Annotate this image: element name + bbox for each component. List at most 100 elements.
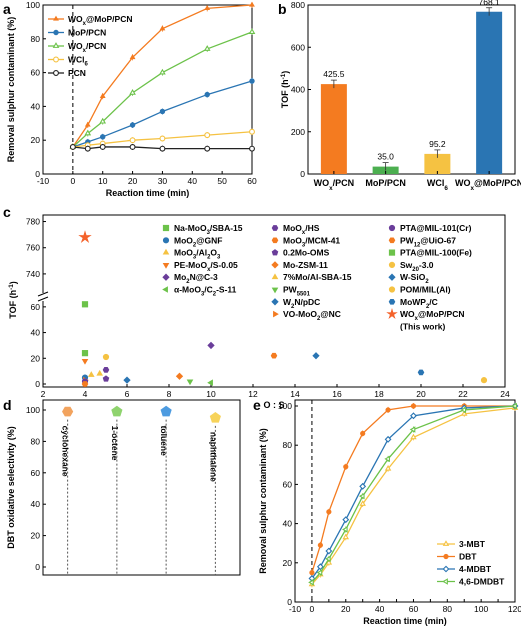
legend-marker	[388, 249, 396, 256]
x-tick-label: 0	[70, 176, 75, 186]
y-tick-label: 20	[283, 558, 293, 568]
bar-value-label: 425.5	[323, 69, 345, 79]
series-wox-mop-pcn	[69, 1, 255, 150]
data-point	[99, 117, 107, 124]
data-point	[204, 145, 211, 152]
legend-label-moo3-mcm-41: MoO3/MCM-41	[283, 235, 340, 248]
panel-e-frame	[294, 399, 516, 603]
data-point	[69, 144, 76, 150]
data-point	[159, 25, 166, 31]
y-tick-label: 0	[35, 379, 40, 389]
series-pcn	[69, 143, 255, 152]
legend-marker	[53, 56, 59, 63]
data-point	[342, 533, 350, 540]
point-0-2mo-oms	[102, 375, 110, 382]
data-point	[384, 464, 392, 471]
y-tick-label: 100	[26, 0, 40, 10]
point-mo2n-c-3	[207, 341, 215, 350]
marker-1-octene	[111, 405, 123, 417]
data-point	[316, 569, 323, 576]
legend-marker	[162, 286, 168, 293]
legend-label-dbt: DBT	[459, 552, 477, 562]
y-tick-label: 600	[291, 42, 305, 52]
y-tick-label: 200	[291, 127, 305, 137]
panel-label-c: c	[3, 204, 11, 220]
data-point	[129, 54, 136, 60]
data-point	[249, 145, 255, 152]
bar-value-label: 95.2	[429, 139, 446, 149]
point-moox-hs	[102, 367, 110, 373]
series-4-6-dmdbt	[308, 402, 517, 586]
y-tick-label: 740	[26, 269, 40, 279]
legend-label-pw5501: PW5501	[283, 285, 311, 298]
data-point	[129, 144, 136, 150]
point-w2n-pdc	[312, 352, 320, 360]
legend-marker	[386, 308, 398, 319]
legend-label-mowp2-c: MoWP2/C	[400, 297, 438, 310]
legend-label-pta-mil-101-cr: PTA@MIL-101(Cr)	[400, 223, 472, 233]
y-tick-label: 0	[287, 597, 292, 607]
data-point	[511, 402, 517, 410]
panel-label-d: d	[3, 397, 12, 413]
y-tick-label: 20	[31, 531, 41, 541]
y-tick-label: 60	[31, 468, 41, 478]
y-tick-label: 0	[35, 562, 40, 572]
y-tick-label: 100	[26, 405, 40, 415]
point-pw12-uio-67	[81, 381, 89, 387]
category-label-naphthalene: naphthalene	[208, 432, 218, 482]
panel-label-a: a	[3, 1, 11, 17]
data-point	[249, 1, 255, 7]
legend-marker	[442, 578, 448, 585]
legend-marker	[271, 225, 279, 231]
y-tick-label: 0	[300, 169, 305, 179]
data-point	[204, 132, 211, 139]
legend-marker	[388, 298, 396, 305]
legend-marker	[271, 249, 279, 256]
x-tick-label: 80	[443, 604, 453, 614]
data-point	[316, 563, 324, 571]
data-point	[359, 500, 366, 506]
data-point	[84, 129, 92, 136]
legend-label-pta-mil-100-fe: PTA@MIL-100(Fe)	[400, 248, 472, 258]
y-tick-label: 760	[26, 243, 40, 253]
legend-label-moox-hs: MoOx/HS	[283, 223, 320, 236]
data-point	[204, 91, 210, 98]
legend-marker	[388, 224, 396, 232]
data-point	[100, 134, 106, 140]
data-point	[384, 455, 390, 463]
point-na-moo3-sba-15	[81, 350, 89, 357]
legend-label-pcn: PCN	[68, 68, 86, 78]
legend-marker	[442, 565, 450, 573]
legend-label-0-2mo-oms: 0.2Mo-OMS	[283, 248, 330, 258]
axis-break-mark	[37, 296, 49, 302]
legend-note: (This work)	[400, 321, 446, 331]
bar-wcl6	[424, 153, 451, 174]
panel-d-selectivity-chart: 0 20 40 60 80 100 DBT oxidative selectivity (%…	[6, 399, 241, 576]
legend-marker	[442, 540, 450, 546]
x-tick-label: 6	[125, 389, 130, 399]
legend-label-wox-pcn: WOx/PCN	[68, 41, 106, 54]
data-point	[360, 430, 366, 437]
x-tick-label: 4	[83, 389, 88, 399]
legend-label-pom-mil-al: POM/MIL(Al)	[400, 285, 451, 295]
y-tick-label: 20	[31, 353, 41, 363]
y-tick-label: 60	[31, 302, 41, 312]
axis-break-gap	[39, 293, 47, 301]
x-tick-label: 50	[217, 176, 227, 186]
bar-wox-pcn	[320, 84, 347, 174]
legend-marker	[388, 261, 396, 269]
axis-break-mark	[37, 291, 49, 297]
x-tick-label: 10	[206, 389, 216, 399]
legend-marker	[388, 237, 396, 244]
x-tick-label: -10	[289, 604, 302, 614]
data-point	[325, 547, 333, 555]
y-axis-title: Removal sulphur contaminant (%)	[6, 17, 16, 163]
legend-label-moo2-gnf: MoO2@GNF	[174, 235, 222, 248]
data-point	[326, 509, 332, 515]
point-pta-mil-100-fe	[81, 301, 89, 308]
legend-marker	[162, 248, 170, 255]
legend-label-mo-zsm-11: Mo-ZSM-11	[283, 260, 328, 270]
data-point	[249, 128, 255, 135]
bar-value-label: 35.0	[377, 152, 394, 162]
